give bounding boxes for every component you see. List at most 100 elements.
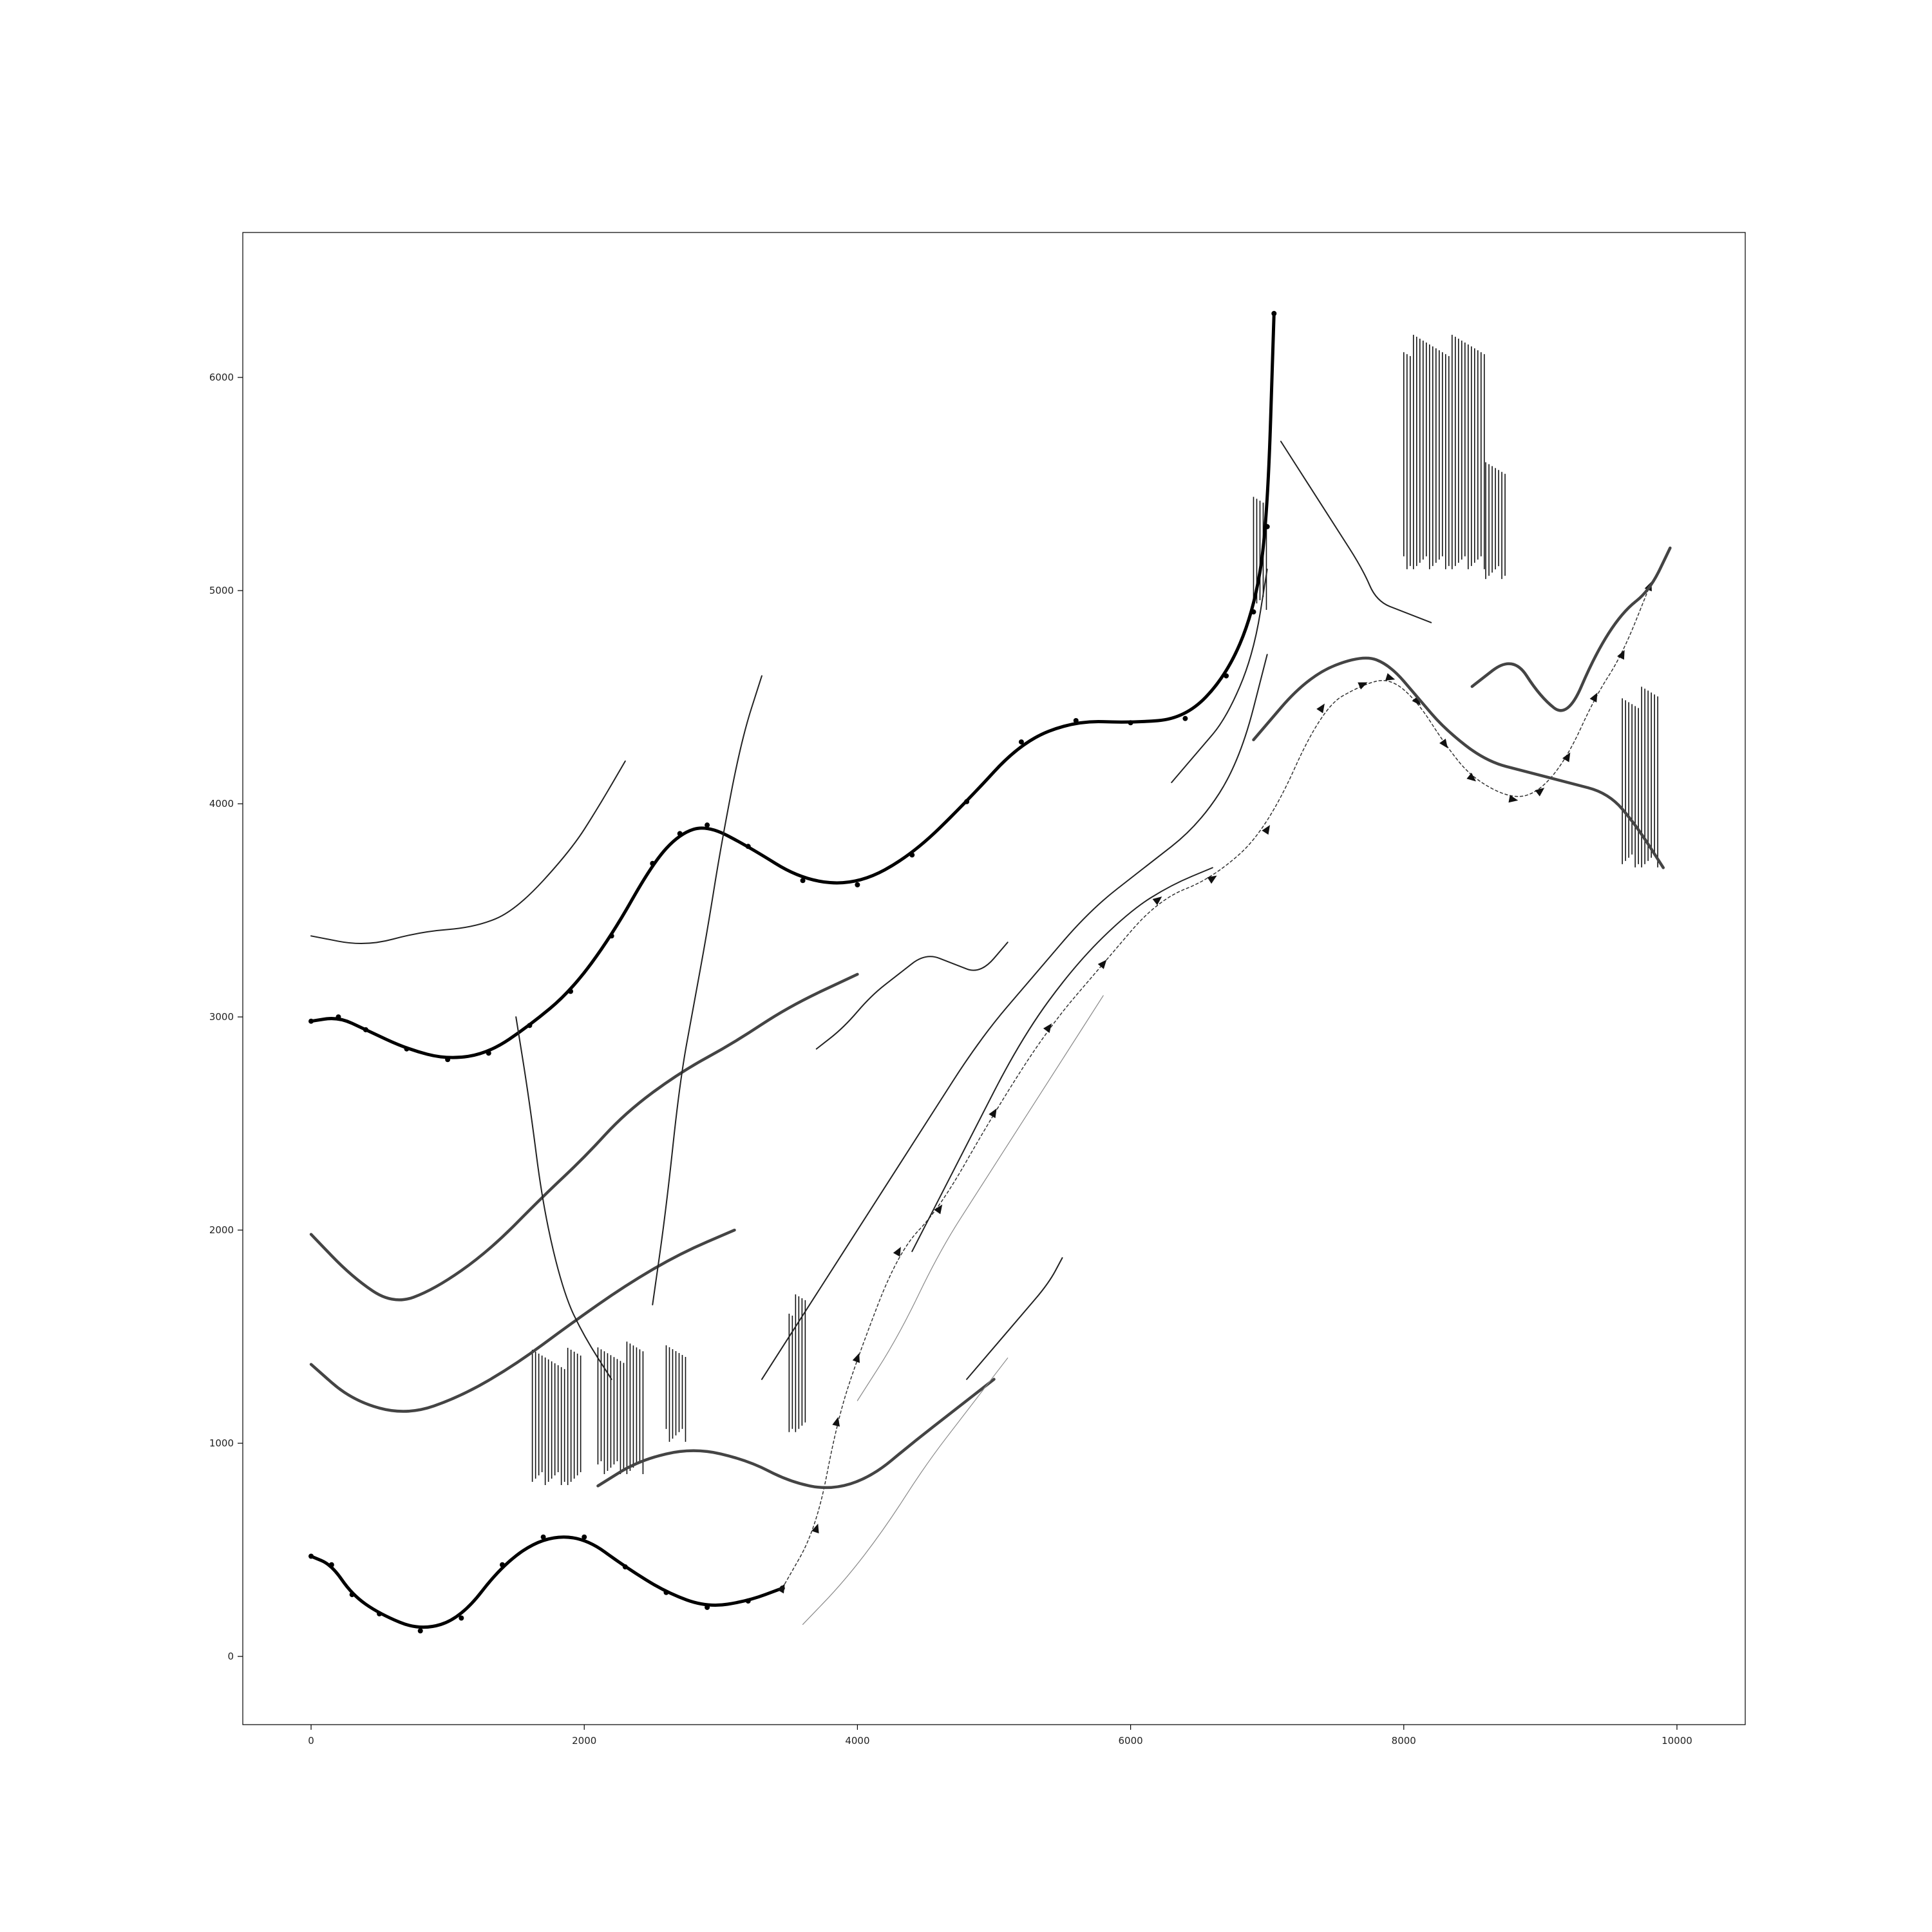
road-node-marker [308, 1553, 314, 1559]
road-node-marker [1224, 673, 1229, 679]
y-tick-label: 1000 [209, 1437, 234, 1449]
road-node-marker [745, 844, 751, 849]
direction-marker [1562, 752, 1571, 762]
road-node-marker [622, 1564, 628, 1570]
road-line [815, 942, 1009, 1050]
road-node-marker [336, 1014, 341, 1020]
road-node-marker [745, 1598, 751, 1604]
hatched-block [665, 1345, 687, 1442]
direction-marker [1439, 739, 1448, 748]
road-line [966, 1257, 1063, 1380]
x-tick-label: 6000 [1118, 1735, 1142, 1747]
road-node-marker [663, 1589, 669, 1595]
direction-marker [1535, 788, 1545, 797]
hatched-block [597, 1341, 644, 1475]
hatched-block [1622, 687, 1658, 867]
x-tick-label: 4000 [845, 1735, 869, 1747]
direction-marker [1385, 673, 1396, 681]
road-line [309, 1535, 784, 1629]
road-node-marker [609, 933, 614, 939]
road-line [1280, 440, 1432, 623]
axes-frame [242, 232, 1746, 1725]
x-tick-label: 10000 [1662, 1735, 1692, 1747]
road-line [596, 1378, 996, 1490]
road-node-marker [459, 1615, 464, 1621]
road-node-marker [328, 1562, 334, 1567]
road-node-marker [1018, 739, 1024, 745]
road-line [1171, 568, 1268, 783]
road-line [309, 1228, 736, 1413]
road-line [310, 760, 626, 945]
direction-marker [989, 1108, 997, 1119]
direction-marker [832, 1417, 840, 1427]
road-node-marker [404, 1046, 410, 1052]
road-node-marker [582, 1534, 587, 1540]
hatched-block [1403, 334, 1485, 569]
direction-marker [1043, 1023, 1052, 1034]
y-tick-label: 0 [227, 1651, 234, 1662]
y-tick-label: 2000 [209, 1224, 234, 1236]
road-node-marker [1073, 717, 1079, 723]
road-node-marker [1128, 720, 1133, 726]
road-node-marker [705, 822, 710, 828]
direction-marker [1152, 896, 1162, 905]
road-node-marker [486, 1050, 491, 1056]
y-tick-label: 4000 [209, 798, 234, 810]
hatched-block [788, 1294, 806, 1432]
plot-area [308, 310, 1672, 1634]
direction-marker [1589, 692, 1598, 703]
road-node-marker [705, 1604, 710, 1610]
x-tick-label: 2000 [572, 1735, 596, 1747]
direction-marker [1207, 875, 1217, 884]
y-tick-label: 5000 [209, 585, 234, 596]
road-node-marker [1264, 524, 1270, 529]
direction-marker [777, 1584, 785, 1594]
direction-marker [1466, 772, 1477, 782]
road-node-marker [527, 1023, 533, 1028]
direction-marker [893, 1247, 901, 1257]
road-node-marker [1271, 310, 1277, 316]
road-node-marker [363, 1027, 368, 1032]
direction-marker [1358, 682, 1368, 690]
hatched-block [531, 1347, 582, 1486]
direction-marker [1262, 825, 1270, 835]
road-node-marker [417, 1628, 423, 1634]
y-tick-label: 3000 [209, 1011, 234, 1023]
direction-marker [1617, 650, 1625, 660]
road-line [857, 995, 1104, 1401]
y-tick-label: 6000 [209, 372, 234, 383]
direction-marker [852, 1353, 860, 1363]
road-line [309, 972, 859, 1302]
road-node-marker [855, 882, 860, 887]
road-node-marker [964, 799, 970, 804]
x-tick-label: 0 [308, 1735, 314, 1747]
road-node-marker [445, 1057, 451, 1063]
road-node-marker [377, 1611, 383, 1616]
road-node-marker [800, 878, 806, 884]
road-line [515, 1016, 612, 1380]
road-node-marker [308, 1018, 314, 1024]
direction-marker [811, 1523, 819, 1534]
hatched-block [1485, 462, 1506, 580]
road-line [652, 675, 762, 1305]
road-node-marker [1251, 609, 1256, 615]
x-tick-label: 8000 [1392, 1735, 1416, 1747]
road-line [802, 1358, 1009, 1625]
road-line [761, 654, 1268, 1380]
road-line [911, 867, 1213, 1253]
road-node-marker [568, 989, 574, 994]
road-node-marker [909, 852, 915, 858]
direction-marker [1097, 960, 1107, 969]
road-node-marker [677, 831, 683, 837]
road-line [1470, 546, 1672, 712]
road-node-marker [1182, 715, 1188, 721]
road-line [1252, 656, 1665, 869]
road-node-marker [499, 1562, 505, 1567]
direction-marker [1316, 703, 1325, 714]
road-node-marker [540, 1534, 546, 1540]
road-line [782, 585, 1651, 1589]
road-node-marker [349, 1592, 355, 1598]
axes-ticks: 0 2000 4000 6000 8000 10000 0 1000 2000 3000 4000 5… [209, 372, 1692, 1747]
